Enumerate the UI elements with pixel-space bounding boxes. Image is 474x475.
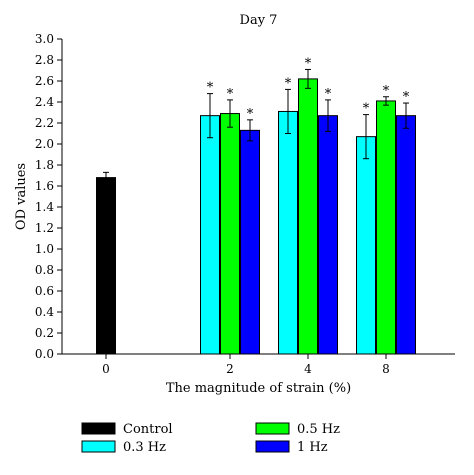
legend: Control 0.3 Hz 0.5 Hz 1 Hz [81,422,340,455]
legend-swatch-03-hz [81,440,116,453]
significance-star: * [247,107,254,122]
y-tick-label: 0.2 [35,326,54,340]
y-tick-label: 1.6 [35,179,54,193]
x-tick-label: 8 [382,362,390,376]
y-tick-label: 0.4 [35,305,54,319]
legend-label: 0.5 Hz [297,422,340,437]
y-tick-label: 2.2 [35,116,54,130]
x-axis-title: The magnitude of strain (%) [166,381,351,396]
y-tick-label: 0.8 [35,263,54,277]
bar-03-hz-2 [200,115,220,355]
y-tick-label: 2.6 [35,74,54,88]
bar-1-hz-8 [396,115,416,355]
legend-swatch-05-hz [255,422,290,435]
plot-area: 0.0 0.2 0.4 0.6 0.8 1.0 1.2 1.4 1.6 1.8 2.0 2.2 2.4 2… [35,32,455,376]
bar-control-0 [96,177,116,355]
bar-05-hz-2 [220,113,240,355]
legend-label: 0.3 Hz [123,440,166,455]
bar-05-hz-8 [376,100,396,355]
bar-05-hz-4 [298,78,318,355]
y-tick-label: 2.8 [35,53,54,67]
y-tick-label: 2.4 [35,95,54,109]
bar-1-hz-2 [240,129,260,355]
significance-star: * [325,87,332,102]
y-tick-label: 0.0 [35,347,54,361]
bar-03-hz-8 [356,136,376,355]
bar-03-hz-4 [278,110,298,355]
significance-star: * [305,56,312,71]
x-tick-label: 2 [226,362,234,376]
y-tick-label: 0.6 [35,284,54,298]
bar-1-hz-4 [318,115,338,355]
y-tick-label: 1.8 [35,158,54,172]
chart-title: Day 7 [240,13,278,28]
y-tick-label: 1.4 [35,200,54,214]
x-tick-label: 0 [102,362,110,376]
legend-label: 1 Hz [297,440,328,455]
y-tick-label: 2.0 [35,137,54,151]
x-tick-label: 4 [304,362,312,376]
y-axis-title: OD values [14,163,29,230]
legend-swatch-control [81,422,116,435]
y-tick-label: 1.0 [35,242,54,256]
significance-star: * [227,87,234,102]
significance-star: * [383,84,390,99]
significance-star: * [403,90,410,105]
legend-swatch-1-hz [255,440,290,453]
legend-label: Control [123,422,173,437]
significance-star: * [363,102,370,117]
y-tick-label: 1.2 [35,221,54,235]
significance-star: * [207,81,214,96]
significance-star: * [285,76,292,91]
y-tick-label: 3.0 [35,32,54,46]
